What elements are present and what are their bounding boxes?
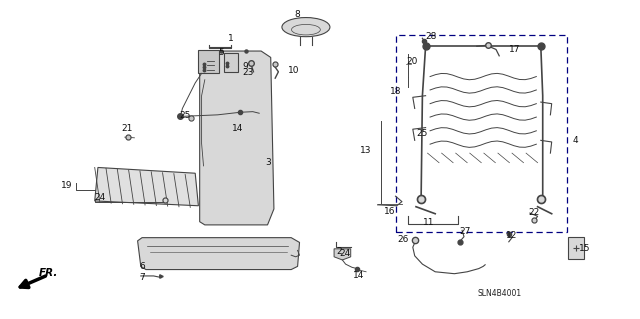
- Text: 3: 3: [266, 158, 271, 167]
- Text: FR.: FR.: [38, 268, 58, 278]
- PathPatch shape: [95, 167, 198, 206]
- Text: 9: 9: [243, 62, 248, 71]
- Text: 21: 21: [121, 124, 132, 133]
- Text: 5: 5: [218, 48, 223, 57]
- Text: 15: 15: [579, 244, 591, 253]
- Text: 11: 11: [423, 218, 435, 226]
- Text: 2: 2: [337, 247, 342, 256]
- Text: 13: 13: [360, 146, 371, 155]
- Text: 1: 1: [228, 34, 233, 43]
- Text: 10: 10: [288, 66, 300, 75]
- PathPatch shape: [334, 249, 351, 260]
- Text: 24: 24: [339, 249, 351, 258]
- Text: 16: 16: [384, 207, 396, 216]
- Text: 19: 19: [61, 181, 72, 189]
- Text: 6: 6: [140, 262, 145, 271]
- Text: 27: 27: [460, 227, 471, 236]
- Text: 24: 24: [95, 193, 106, 202]
- Text: 12: 12: [506, 231, 517, 240]
- Text: 23: 23: [242, 68, 253, 77]
- Text: 25: 25: [179, 111, 191, 120]
- Text: 22: 22: [528, 208, 540, 217]
- Text: 26: 26: [397, 235, 408, 244]
- Bar: [224, 53, 238, 72]
- Text: 14: 14: [353, 271, 365, 280]
- Text: 7: 7: [140, 273, 145, 282]
- Bar: [568, 237, 584, 259]
- Text: 14: 14: [232, 124, 243, 133]
- Text: 17: 17: [509, 45, 520, 54]
- Ellipse shape: [282, 18, 330, 37]
- Text: 18: 18: [390, 87, 402, 96]
- Text: 8: 8: [294, 10, 300, 19]
- Bar: [198, 50, 219, 73]
- Text: 25: 25: [416, 129, 428, 138]
- Bar: [396, 35, 567, 232]
- Text: 28: 28: [426, 32, 437, 41]
- Text: 20: 20: [406, 57, 418, 66]
- Text: SLN4B4001: SLN4B4001: [477, 289, 521, 298]
- PathPatch shape: [200, 51, 274, 225]
- PathPatch shape: [138, 238, 300, 270]
- Text: 4: 4: [573, 136, 579, 145]
